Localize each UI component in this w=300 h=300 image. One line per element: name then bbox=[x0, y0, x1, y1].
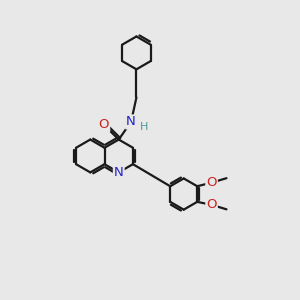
Text: O: O bbox=[99, 118, 109, 131]
Text: N: N bbox=[126, 116, 136, 128]
Text: N: N bbox=[114, 166, 124, 179]
Text: H: H bbox=[140, 122, 148, 132]
Text: O: O bbox=[206, 198, 217, 211]
Text: O: O bbox=[206, 176, 217, 189]
